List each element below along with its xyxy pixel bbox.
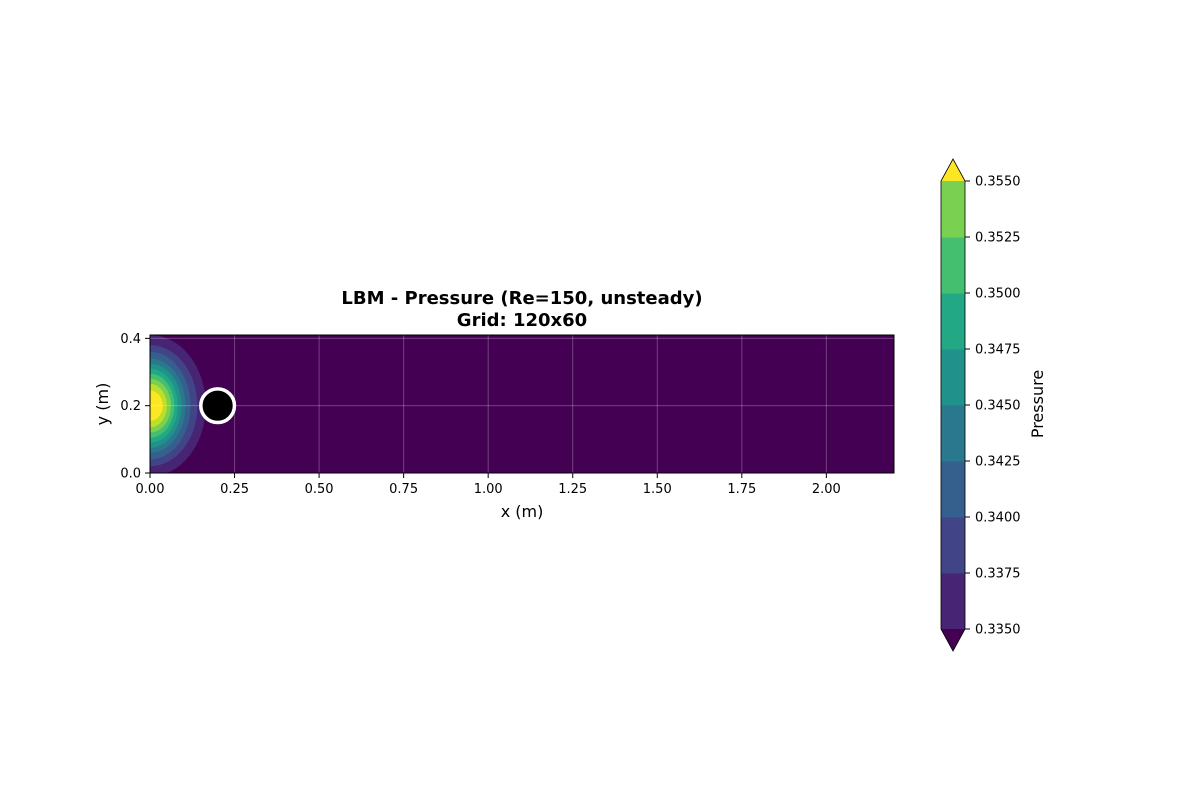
x-tick-label-8: 2.00: [812, 482, 841, 497]
colorbar-band-2: [941, 461, 965, 518]
chart-title: LBM - Pressure (Re=150, unsteady): [341, 288, 702, 309]
colorbar-tick-label-0: 0.3350: [975, 623, 1021, 638]
colorbar-tick-label-8: 0.3550: [975, 175, 1021, 190]
x-tick-label-0: 0.00: [136, 482, 165, 497]
colorbar-band-4: [941, 349, 965, 406]
colorbar-tick-label-2: 0.3400: [975, 511, 1021, 526]
y-tick-label-0: 0.0: [120, 467, 141, 482]
colorbar-band-7: [941, 181, 965, 238]
y-tick-label-2: 0.4: [120, 332, 141, 347]
chart-subtitle: Grid: 120x60: [457, 310, 587, 331]
colorbar-extend-max: [941, 159, 965, 181]
x-tick-label-6: 1.50: [643, 482, 672, 497]
plot-frame: [149, 334, 895, 474]
colorbar: 0.3350 0.3375 0.3400 0.3425 0.3450 0.3475 0.35…: [940, 158, 1021, 652]
x-tick-label-4: 1.00: [474, 482, 503, 497]
colorbar-band-1: [941, 517, 965, 574]
x-tick-label-7: 1.75: [727, 482, 756, 497]
colorbar-tick-label-1: 0.3375: [975, 567, 1021, 582]
x-tick-label-1: 0.25: [220, 482, 249, 497]
plot-area: [149, 334, 895, 474]
x-axis-label: x (m): [501, 502, 544, 521]
colorbar-tick-label-4: 0.3450: [975, 399, 1021, 414]
x-tick-label-3: 0.75: [389, 482, 418, 497]
colorbar-tick-label-6: 0.3500: [975, 287, 1021, 302]
colorbar-tick-label-5: 0.3475: [975, 343, 1021, 358]
y-axis: 0.0 0.2 0.4: [120, 332, 150, 482]
colorbar-extend-min: [941, 629, 965, 651]
x-axis: 0.00 0.25 0.50 0.75 1.00 1.25 1.50 1.75 2.00: [136, 473, 841, 497]
y-tick-label-1: 0.2: [120, 399, 141, 414]
colorbar-band-5: [941, 293, 965, 350]
colorbar-band-3: [941, 405, 965, 462]
colorbar-tick-label-3: 0.3425: [975, 455, 1021, 470]
colorbar-band-0: [941, 573, 965, 630]
colorbar-tick-label-7: 0.3525: [975, 231, 1021, 246]
colorbar-label: Pressure: [1028, 370, 1047, 438]
plot-background: [150, 335, 894, 473]
x-tick-label-2: 0.50: [305, 482, 334, 497]
pressure-contours: [150, 335, 206, 473]
x-tick-label-5: 1.25: [558, 482, 587, 497]
colorbar-band-6: [941, 237, 965, 294]
cylinder-obstacle: [199, 387, 237, 425]
contour-band-9: [150, 390, 163, 421]
y-axis-label: y (m): [93, 383, 112, 426]
